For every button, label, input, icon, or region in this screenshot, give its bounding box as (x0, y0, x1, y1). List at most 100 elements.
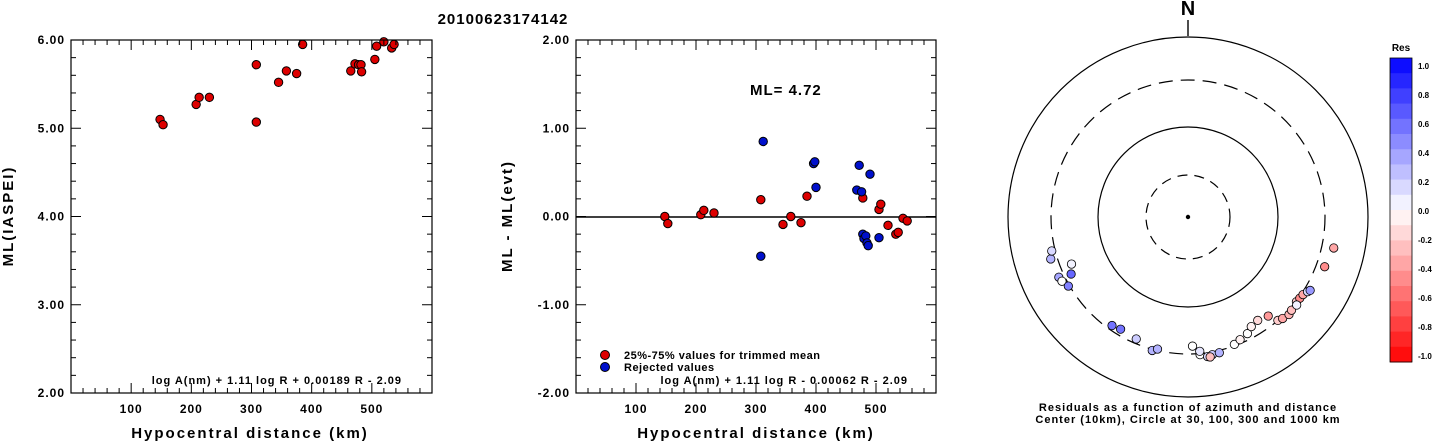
x-axis-label: Hypocentral distance (km) (131, 425, 369, 441)
legend-label-trimmed: 25%-75% values for trimmed mean (624, 350, 820, 362)
x-tick-label: 100 (624, 402, 647, 416)
colorbar-cell (1390, 331, 1412, 348)
colorbar-tick-label: 0.6 (1418, 120, 1430, 129)
plot-frame (70, 39, 433, 394)
legend-marker-rejected (600, 362, 610, 372)
colorbar-cell (1390, 73, 1412, 89)
colorbar-tick-label: 1.0 (1418, 62, 1430, 71)
residual-ticks: 100 200 300 400 500 -2.00 -1.00 0.00 1.00 2.00 (538, 33, 936, 416)
station-point (1214, 348, 1224, 358)
colorbar-tick-label: -0.8 (1418, 323, 1432, 332)
azimuth-residual-map: N Residuals as a function of azimuth and… (1007, 0, 1369, 426)
colorbar-frame (1389, 57, 1413, 363)
y-tick-label: 6.00 (38, 33, 65, 47)
x-tick-label: 300 (744, 402, 767, 416)
colorbar-cell (1390, 225, 1412, 241)
data-point (251, 117, 262, 127)
x-tick-label: 400 (300, 402, 323, 416)
data-point (204, 92, 215, 103)
station-point (1066, 269, 1076, 279)
data-point (251, 60, 262, 70)
data-point (865, 169, 875, 179)
ml-vs-distance-ticks: 100 200 300 400 500 2.00 3.00 4.00 5.00 6.00 (38, 33, 432, 416)
data-point (758, 136, 768, 147)
colorbar-tick-label: -0.2 (1418, 236, 1432, 245)
colorbar-cell (1390, 255, 1412, 272)
station-point (1246, 321, 1256, 332)
north-label: N (1181, 0, 1195, 20)
data-point (356, 67, 367, 77)
residual-vs-distance-chart: 100 200 300 400 500 -2.00 -1.00 0.00 1.00 2.00 ML… (499, 33, 937, 441)
data-point (663, 218, 673, 229)
legend-marker-trimmed (600, 350, 610, 360)
data-point (699, 205, 709, 216)
y-tick-label: 5.00 (38, 121, 65, 135)
colorbar-tick-label: 0.4 (1418, 149, 1430, 158)
data-point (756, 251, 766, 261)
station-residual-points (1046, 243, 1339, 362)
epicenter-marker (1185, 214, 1191, 220)
colorbar-tick-label: 0.2 (1418, 178, 1430, 187)
ml-vs-distance-chart: 100 200 300 400 500 2.00 3.00 4.00 5.00 6.00 Hypo… (0, 33, 433, 441)
x-tick-label: 500 (360, 402, 383, 416)
colorbar-tick-label: -0.6 (1418, 294, 1432, 303)
data-point (281, 66, 292, 76)
data-point (273, 77, 284, 88)
data-point (883, 220, 893, 231)
colorbar-tick-label: 0.0 (1418, 207, 1430, 216)
y-tick-label: 2.00 (38, 386, 65, 400)
residual-points (660, 136, 912, 261)
data-point (876, 199, 886, 209)
magnitude-formula: log A(nm) + 1.11 log R + 0.00189 R - 2.0… (152, 375, 402, 387)
y-tick-label: 3.00 (38, 298, 65, 312)
station-point (1131, 334, 1141, 344)
data-point (370, 54, 380, 65)
colorbar-cell (1390, 316, 1412, 333)
colorbar-ticks: 1.0 0.8 0.6 0.4 0.2 0.0 -0.2 -0.4 -0.6 -0.8 -1.0 (1418, 62, 1432, 361)
x-axis-label: Hypocentral distance (km) (637, 425, 875, 441)
data-point (158, 120, 168, 130)
magnitude-formula: log A(nm) + 1.11 log R - 0.00062 R - 2.0… (660, 375, 908, 387)
y-tick-label: -1.00 (538, 298, 570, 312)
colorbar-tick-label: -1.0 (1418, 352, 1432, 361)
y-tick-label: -2.00 (538, 386, 570, 400)
colorbar-tick-label: 0.8 (1418, 91, 1430, 100)
station-point (1329, 243, 1339, 253)
station-point (1263, 311, 1273, 321)
colorbar-cell (1390, 210, 1412, 226)
x-tick-label: 200 (684, 402, 707, 416)
ring-300km (1050, 79, 1326, 355)
ring-1000km (1007, 36, 1369, 398)
x-tick-label: 100 (120, 402, 143, 416)
data-point (893, 227, 903, 238)
data-point (810, 157, 820, 167)
colorbar-cells (1390, 58, 1412, 363)
station-point (1107, 320, 1117, 331)
data-point (811, 182, 821, 193)
data-point (778, 219, 788, 230)
ring-30km (1145, 174, 1231, 260)
station-point (1057, 276, 1067, 286)
station-point (1046, 254, 1056, 264)
station-point (1152, 344, 1163, 354)
station-point (1063, 281, 1073, 291)
x-tick-label: 200 (180, 402, 203, 416)
colorbar-cell (1390, 118, 1412, 135)
colorbar-cell (1390, 270, 1412, 287)
station-point (1187, 341, 1198, 351)
legend-label-rejected: Rejected values (624, 362, 715, 374)
y-axis-label: ML - ML(evt) (499, 160, 516, 272)
map-caption-line2: Center (10km), Circle at 30, 100, 300 an… (1035, 414, 1340, 426)
station-point (1115, 324, 1126, 334)
colorbar-title: Res (1392, 43, 1411, 54)
data-point (756, 195, 766, 205)
station-point (1235, 335, 1245, 345)
data-point (389, 39, 399, 50)
ring-100km (1097, 126, 1279, 308)
station-point (1066, 259, 1077, 269)
data-point (863, 240, 873, 251)
data-point (796, 217, 806, 228)
y-tick-label: 4.00 (38, 210, 65, 224)
data-point (786, 211, 796, 222)
map-caption-line1: Residuals as a function of azimuth and d… (1039, 402, 1337, 414)
